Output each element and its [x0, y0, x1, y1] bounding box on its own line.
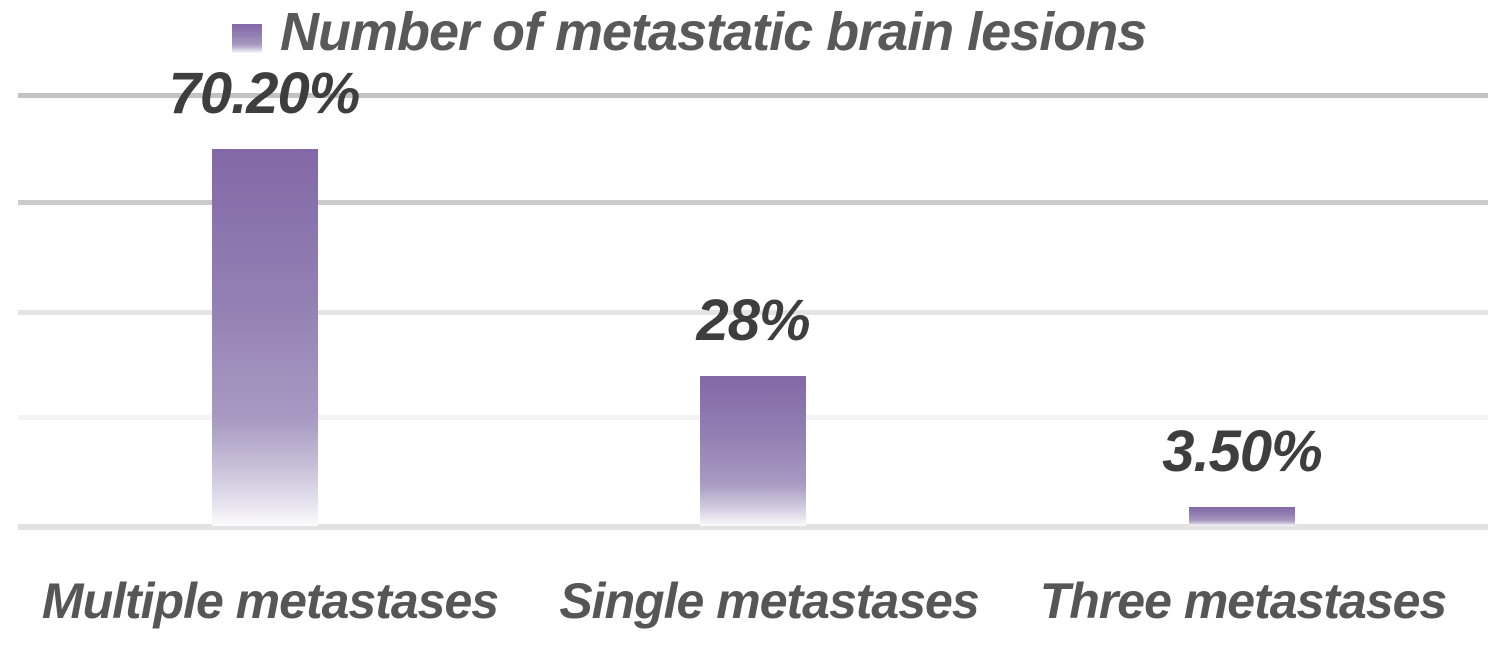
bar-multiple-metastases[interactable]	[212, 148, 318, 526]
x-axis-line	[18, 524, 1488, 530]
data-label-three: 3.50%	[1162, 419, 1322, 485]
bar-three-metastases[interactable]	[1189, 507, 1295, 526]
legend-marker-icon	[232, 24, 262, 53]
category-label-single: Single metastases	[559, 573, 979, 629]
gridline-60pct	[18, 200, 1488, 205]
data-label-single: 28%	[696, 287, 810, 353]
gridline-80pct	[18, 93, 1488, 98]
gridline-40pct	[18, 310, 1488, 315]
legend[interactable]: Number of metastatic brain lesions	[232, 2, 1147, 62]
data-label-multiple: 70.20%	[168, 60, 361, 126]
category-label-multiple: Multiple metastases	[41, 573, 499, 629]
category-label-three: Three metastases	[1039, 573, 1447, 629]
bar-single-metastases[interactable]	[700, 375, 806, 526]
legend-label: Number of metastatic brain lesions	[280, 2, 1147, 62]
